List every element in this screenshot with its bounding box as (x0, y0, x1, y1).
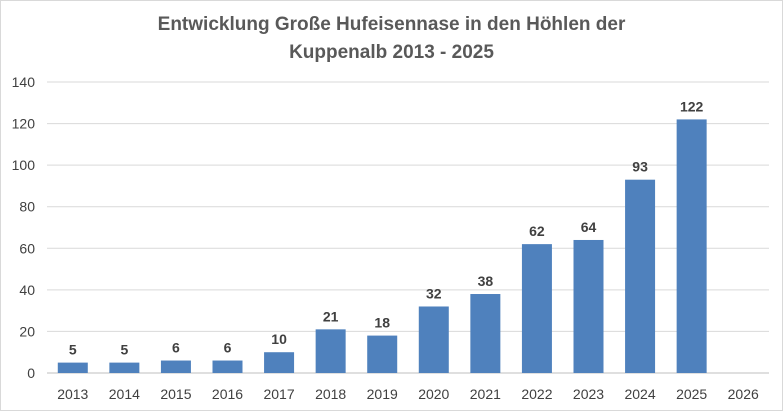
bar-2023 (573, 239, 604, 373)
y-axis-ticks: 0 20 40 60 80 100 120 140 (12, 74, 36, 381)
data-label-2014: 5 (120, 342, 128, 358)
data-label-2023: 64 (581, 219, 597, 235)
x-tick-label-2022: 2022 (521, 386, 552, 402)
bar-2015 (160, 360, 191, 373)
gridlines (47, 81, 769, 374)
data-labels: 5 5 6 6 10 21 18 32 38 62 64 93 122 (69, 98, 704, 357)
y-tick-label: 140 (12, 74, 36, 90)
x-tick-label-2017: 2017 (263, 386, 294, 402)
data-label-2024: 93 (632, 159, 648, 175)
x-tick-label-2014: 2014 (109, 386, 140, 402)
bar-2022 (521, 244, 552, 373)
data-label-2015: 6 (172, 340, 180, 356)
data-label-2021: 38 (478, 273, 494, 289)
data-label-2018: 21 (323, 308, 339, 324)
x-tick-label-2021: 2021 (470, 386, 501, 402)
x-tick-label-2019: 2019 (367, 386, 398, 402)
bar-2025 (676, 119, 707, 374)
bar-2019 (367, 335, 398, 373)
x-tick-label-2013: 2013 (57, 386, 88, 402)
bar-2018 (315, 329, 346, 373)
x-tick-label-2015: 2015 (160, 386, 191, 402)
y-tick-label: 80 (19, 199, 35, 215)
x-tick-label-2016: 2016 (212, 386, 243, 402)
x-tick-label-2018: 2018 (315, 386, 346, 402)
bar-2021 (470, 294, 501, 373)
x-tick-label-2025: 2025 (676, 386, 707, 402)
data-label-2016: 6 (224, 340, 232, 356)
y-tick-label: 0 (27, 365, 35, 381)
chart-title-line-1: Entwicklung Große Hufeisennase in den Hö… (157, 14, 626, 35)
data-label-2017: 10 (271, 331, 287, 347)
data-label-2019: 18 (374, 315, 390, 331)
y-tick-label: 60 (19, 240, 35, 256)
bar-2016 (212, 360, 243, 373)
bar-2020 (418, 306, 449, 373)
y-tick-label: 40 (19, 282, 35, 298)
data-label-2013: 5 (69, 342, 77, 358)
chart-title: Entwicklung Große Hufeisennase in den Hö… (1, 11, 782, 67)
x-tick-label-2024: 2024 (624, 386, 655, 402)
x-tick-label-2020: 2020 (418, 386, 449, 402)
data-label-2025: 122 (680, 98, 704, 114)
y-tick-label: 120 (12, 116, 36, 132)
bars (57, 119, 707, 374)
data-label-2020: 32 (426, 285, 442, 301)
bar-2013 (57, 362, 88, 373)
chart-title-line-2: Kuppenalb 2013 - 2025 (289, 42, 494, 63)
x-tick-label-2023: 2023 (573, 386, 604, 402)
x-axis-ticks: 2013 2014 2015 2016 2017 2018 2019 2020 2021 2022… (57, 386, 759, 402)
bar-2014 (109, 362, 140, 373)
data-label-2022: 62 (529, 223, 545, 239)
y-tick-label: 20 (19, 323, 35, 339)
y-tick-label: 100 (12, 157, 36, 173)
bar-2024 (625, 179, 656, 373)
bar-2017 (264, 352, 295, 373)
x-tick-label-2026: 2026 (728, 386, 759, 402)
